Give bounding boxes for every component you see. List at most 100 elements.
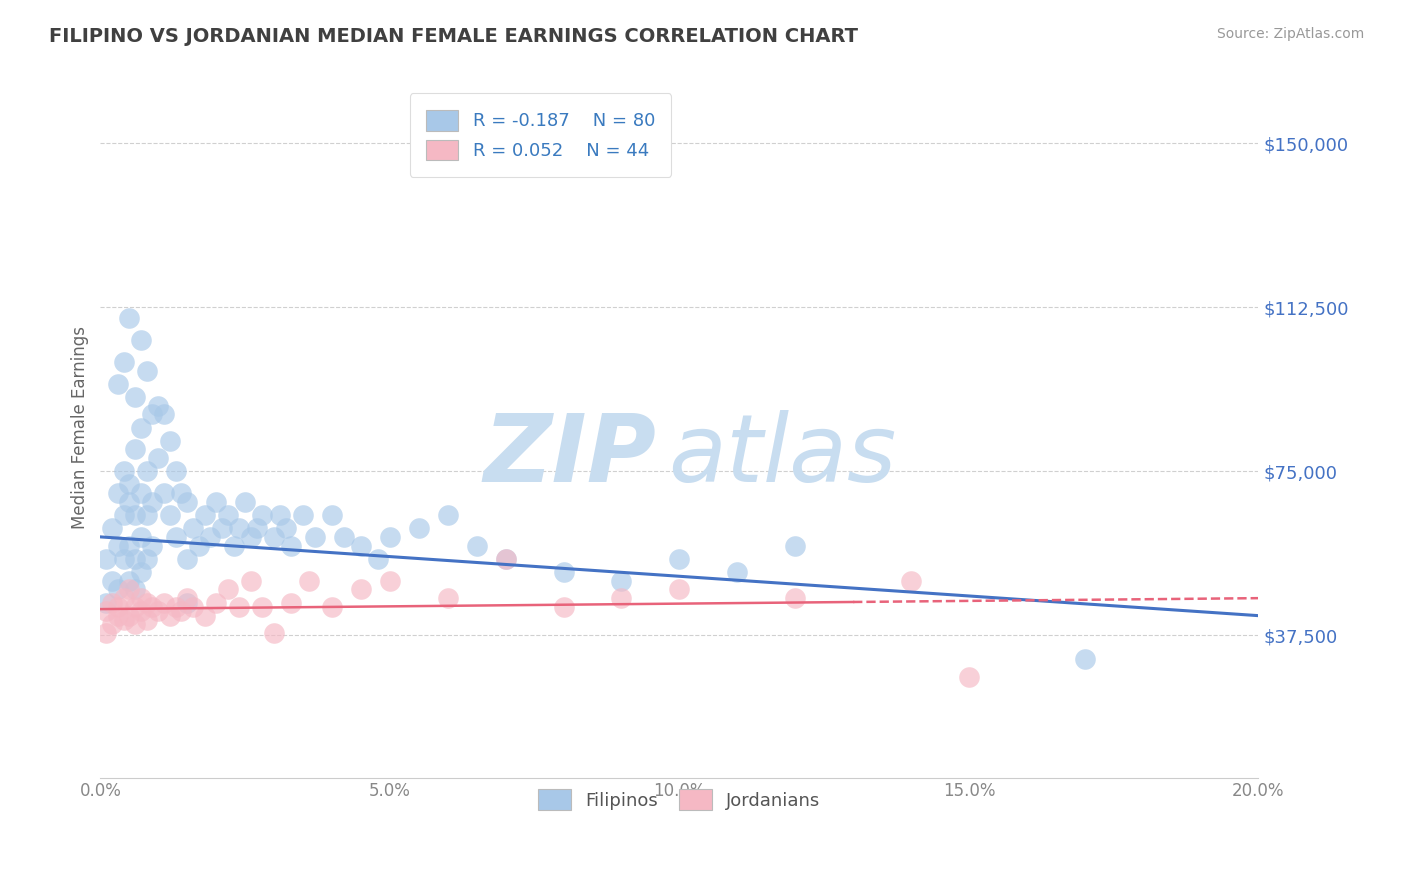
Point <box>118 539 141 553</box>
Point <box>228 521 250 535</box>
Point <box>135 595 157 609</box>
Point <box>263 530 285 544</box>
Point <box>135 508 157 522</box>
Point <box>378 530 401 544</box>
Point <box>129 420 152 434</box>
Point <box>367 551 389 566</box>
Point <box>239 574 262 588</box>
Point <box>217 508 239 522</box>
Point <box>141 599 163 614</box>
Point <box>610 574 633 588</box>
Point <box>187 539 209 553</box>
Point <box>233 495 256 509</box>
Point <box>107 608 129 623</box>
Point <box>332 530 354 544</box>
Point <box>246 521 269 535</box>
Point <box>165 599 187 614</box>
Point <box>785 591 807 606</box>
Point <box>101 574 124 588</box>
Point <box>124 582 146 597</box>
Point <box>252 599 274 614</box>
Point <box>350 539 373 553</box>
Point <box>200 530 222 544</box>
Point <box>107 539 129 553</box>
Point <box>176 591 198 606</box>
Point <box>153 408 176 422</box>
Point <box>135 551 157 566</box>
Point <box>205 595 228 609</box>
Point <box>135 464 157 478</box>
Point <box>118 495 141 509</box>
Point <box>112 355 135 369</box>
Text: atlas: atlas <box>668 410 896 501</box>
Y-axis label: Median Female Earnings: Median Female Earnings <box>72 326 89 529</box>
Point <box>153 486 176 500</box>
Point <box>274 521 297 535</box>
Point <box>176 495 198 509</box>
Point <box>129 530 152 544</box>
Point <box>194 608 217 623</box>
Point <box>129 486 152 500</box>
Point <box>321 599 343 614</box>
Point <box>107 582 129 597</box>
Point <box>165 530 187 544</box>
Point <box>181 599 204 614</box>
Point <box>350 582 373 597</box>
Point <box>957 670 980 684</box>
Point <box>239 530 262 544</box>
Point <box>465 539 488 553</box>
Point <box>94 551 117 566</box>
Point <box>153 595 176 609</box>
Point <box>118 477 141 491</box>
Point <box>165 464 187 478</box>
Point <box>321 508 343 522</box>
Point <box>292 508 315 522</box>
Point <box>176 595 198 609</box>
Point <box>112 551 135 566</box>
Point <box>118 582 141 597</box>
Point <box>148 399 170 413</box>
Point <box>176 551 198 566</box>
Point <box>217 582 239 597</box>
Point <box>135 613 157 627</box>
Point <box>124 551 146 566</box>
Point <box>129 565 152 579</box>
Point <box>668 551 690 566</box>
Point <box>101 595 124 609</box>
Point <box>148 604 170 618</box>
Point <box>112 591 135 606</box>
Point <box>205 495 228 509</box>
Point <box>181 521 204 535</box>
Point <box>228 599 250 614</box>
Point <box>135 363 157 377</box>
Point <box>107 599 129 614</box>
Point <box>124 390 146 404</box>
Point <box>124 508 146 522</box>
Point <box>94 604 117 618</box>
Point <box>148 451 170 466</box>
Point <box>129 591 152 606</box>
Text: Source: ZipAtlas.com: Source: ZipAtlas.com <box>1216 27 1364 41</box>
Point <box>378 574 401 588</box>
Point <box>1074 652 1097 666</box>
Point <box>252 508 274 522</box>
Point <box>112 613 135 627</box>
Point <box>222 539 245 553</box>
Point <box>194 508 217 522</box>
Point <box>269 508 291 522</box>
Point <box>495 551 517 566</box>
Point <box>436 591 458 606</box>
Point <box>107 376 129 391</box>
Point <box>124 617 146 632</box>
Point <box>129 604 152 618</box>
Point <box>610 591 633 606</box>
Point <box>107 486 129 500</box>
Point <box>159 608 181 623</box>
Point <box>124 442 146 457</box>
Text: ZIP: ZIP <box>484 409 657 501</box>
Point <box>141 495 163 509</box>
Point <box>101 617 124 632</box>
Point <box>900 574 922 588</box>
Point <box>298 574 321 588</box>
Point <box>159 508 181 522</box>
